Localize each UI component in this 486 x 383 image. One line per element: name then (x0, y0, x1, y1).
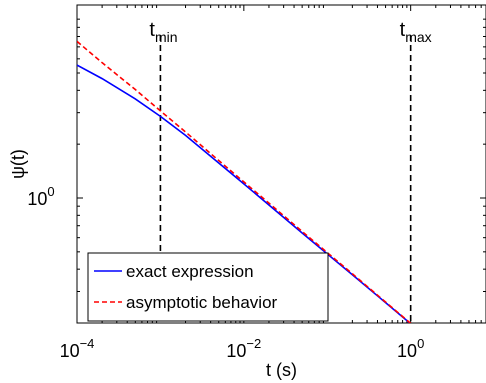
legend-box (87, 252, 329, 322)
y-axis-label: ψ(t) (8, 149, 28, 179)
legend-label: asymptotic behavior (126, 293, 278, 312)
series-line-asymptotic (77, 40, 412, 323)
x-tick-label: 10−4 (60, 336, 95, 361)
x-axis-label: t (s) (266, 360, 297, 380)
series-line-exact (77, 64, 411, 323)
annotation-label-max: tmax (400, 19, 432, 45)
x-tick-label: 100 (397, 336, 424, 361)
y-tick-label: 100 (27, 184, 54, 209)
annotation-label-min: tmin (149, 19, 177, 45)
plot-frame (76, 4, 486, 324)
x-tick-label: 10−2 (226, 336, 261, 361)
legend-label: exact expression (126, 262, 254, 281)
